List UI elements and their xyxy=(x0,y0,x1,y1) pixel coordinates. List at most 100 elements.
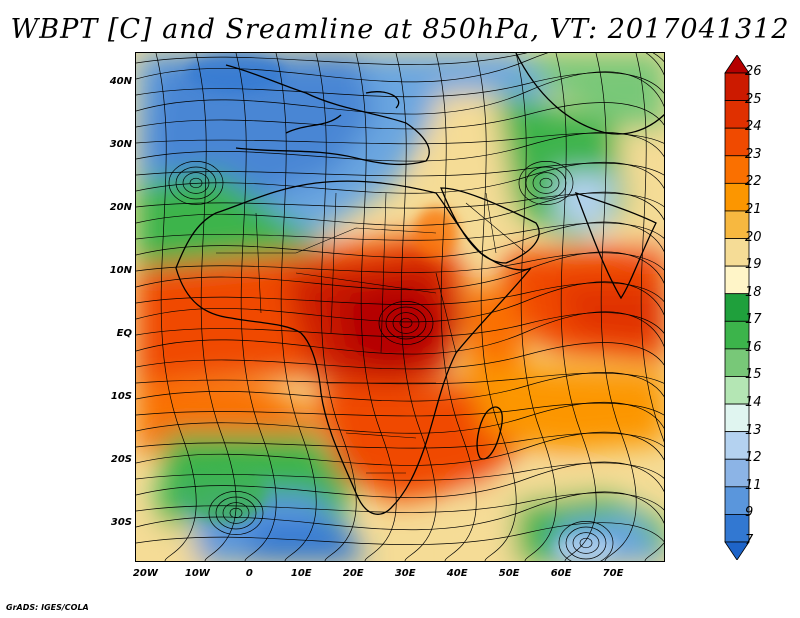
colorbar-label: 15 xyxy=(745,367,762,383)
country-borders xyxy=(216,192,527,474)
colorbar-swatch xyxy=(724,155,750,184)
colorbar-label: 9 xyxy=(745,505,754,521)
lon-label: 60E xyxy=(550,568,572,579)
colorbar-label: 16 xyxy=(745,339,762,355)
streamline xyxy=(525,166,567,200)
streamline xyxy=(155,53,197,561)
streamline xyxy=(518,161,574,205)
streamline xyxy=(435,53,477,561)
streamline xyxy=(136,192,664,209)
lon-label: 0 xyxy=(245,568,253,579)
streamline xyxy=(555,53,597,561)
streamline xyxy=(182,172,210,194)
lon-label: 10W xyxy=(184,568,210,579)
colorbar-swatch xyxy=(724,486,750,515)
colorbar-swatch xyxy=(724,293,750,322)
streamline xyxy=(136,462,664,481)
colorbar-label: 24 xyxy=(745,119,762,135)
lon-label: 20E xyxy=(342,568,364,579)
streamline xyxy=(136,491,664,531)
colorbar-bottom-arrow xyxy=(724,541,750,561)
streamline xyxy=(275,53,317,561)
map-panel xyxy=(135,52,665,562)
streamline xyxy=(136,251,664,291)
streamline xyxy=(565,526,607,560)
colorbar-label: 20 xyxy=(745,229,762,245)
streamline xyxy=(136,222,664,241)
lon-label: 30E xyxy=(394,568,416,579)
colorbar-label: 18 xyxy=(745,284,762,300)
colorbar-label: 26 xyxy=(745,64,762,79)
streamline xyxy=(136,132,664,162)
streamline xyxy=(136,282,664,305)
lon-label: 20W xyxy=(132,568,158,579)
lat-label: 40N xyxy=(109,76,132,88)
streamline xyxy=(558,521,614,561)
streamline xyxy=(215,496,257,530)
streamline xyxy=(315,53,357,561)
streamline xyxy=(136,372,664,402)
streamline xyxy=(378,301,434,345)
map-title: WBPT [C] and Sreamline at 850hPa, VT: 20… xyxy=(10,14,790,45)
streamline xyxy=(235,53,277,561)
colorbar-label: 25 xyxy=(745,91,762,107)
colorbar-label: 22 xyxy=(745,174,762,190)
colorbar-swatch xyxy=(724,100,750,129)
lat-label: 30S xyxy=(110,517,132,529)
grads-credit: GrADS: IGES/COLA xyxy=(6,603,89,612)
streamline xyxy=(579,537,593,549)
streamline xyxy=(195,53,237,561)
streamline xyxy=(136,461,664,498)
streamline xyxy=(539,177,553,189)
streamline xyxy=(136,252,664,273)
colorbar-swatch xyxy=(724,348,750,377)
lat-label: 10N xyxy=(109,265,132,277)
streamline xyxy=(189,177,203,189)
streamline xyxy=(635,53,664,561)
streamline xyxy=(208,491,264,535)
colorbar-label: 19 xyxy=(745,257,762,273)
colorbar-label: 12 xyxy=(745,450,762,466)
streamline xyxy=(136,53,664,65)
streamlines xyxy=(136,53,664,561)
streamline xyxy=(136,191,664,226)
colorbar-label: 7 xyxy=(745,533,754,548)
streamline xyxy=(355,53,397,561)
streamline xyxy=(136,281,664,323)
streamline xyxy=(229,507,243,519)
colorbar-label: 13 xyxy=(745,422,762,438)
lat-label: 20S xyxy=(110,454,132,466)
streamline xyxy=(475,53,517,561)
colorbar-label: 11 xyxy=(745,477,762,493)
colorbar-swatch xyxy=(724,238,750,267)
lat-label: EQ xyxy=(116,328,132,340)
streamline xyxy=(136,132,664,145)
streamline xyxy=(175,166,217,200)
streamline xyxy=(168,161,224,205)
lon-label: 50E xyxy=(498,568,520,579)
streamline xyxy=(136,72,664,98)
colorbar-label: 23 xyxy=(745,146,762,162)
streamline xyxy=(392,312,420,334)
colorbar xyxy=(720,54,800,561)
streamline xyxy=(136,221,664,258)
streamline xyxy=(136,372,664,385)
streamline xyxy=(532,172,560,194)
streamline xyxy=(595,53,637,561)
streamline xyxy=(222,502,250,524)
colorbar-swatch xyxy=(724,376,750,405)
colorbar-label: 21 xyxy=(745,201,762,217)
streamline xyxy=(399,317,413,329)
map-canvas xyxy=(136,53,664,561)
streamline xyxy=(136,492,664,513)
streamline xyxy=(136,71,664,115)
colorbar-swatch xyxy=(724,403,750,433)
lat-label: 30N xyxy=(109,139,132,151)
lon-label: 10E xyxy=(290,568,312,579)
streamline xyxy=(572,532,600,554)
streamline xyxy=(385,306,427,340)
streamline xyxy=(136,342,664,370)
colorbar-swatch xyxy=(724,320,750,350)
streamline xyxy=(515,53,557,561)
coastlines xyxy=(175,53,664,515)
